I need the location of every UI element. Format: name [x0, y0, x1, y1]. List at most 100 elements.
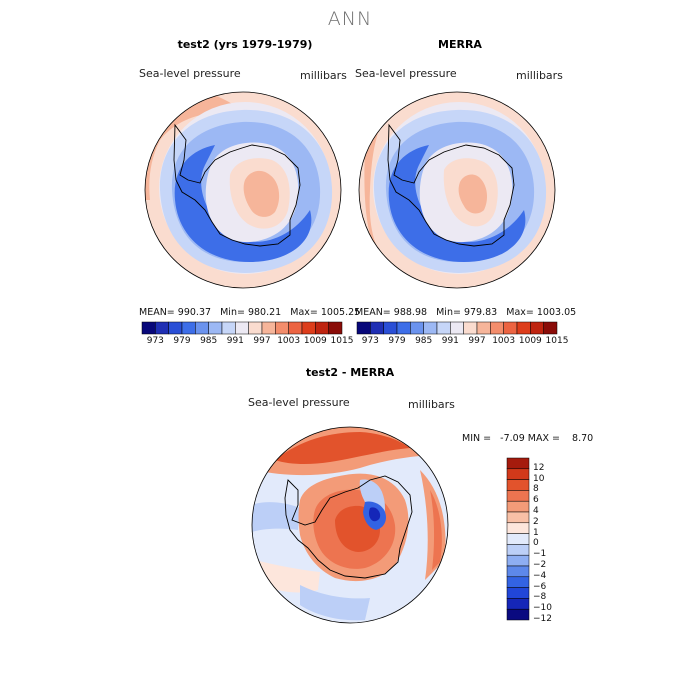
diff-stats: MIN = -7.09 MAX = 8.70 — [462, 433, 594, 444]
colorbar-swatch — [261, 321, 276, 335]
colorbar-tick-label: 997 — [468, 336, 486, 346]
model-variable-label: Sea-level pressure — [139, 67, 241, 80]
colorbar-swatch — [516, 321, 531, 335]
colorbar-tick-label: 1003 — [492, 336, 516, 346]
colorbar-tick-label: 1015 — [545, 336, 569, 346]
model-max: 1005.25 — [320, 307, 361, 318]
colorbar-swatch — [396, 321, 411, 335]
colorbar-swatch — [410, 321, 424, 335]
colorbar-swatch — [383, 321, 398, 335]
colorbar-swatch — [181, 321, 196, 335]
colorbar-swatch — [506, 576, 530, 588]
colorbar-tick-label: 1009 — [518, 336, 542, 346]
obs-map-frame — [358, 91, 556, 289]
diff-units-label: millibars — [408, 398, 455, 411]
colorbar-swatch — [543, 321, 558, 335]
obs-max: 1003.05 — [536, 307, 577, 318]
obs-variable-label: Sea-level pressure — [355, 67, 457, 80]
colorbar-swatch — [506, 544, 530, 556]
colorbar-swatch — [301, 321, 316, 335]
colorbar-swatch — [356, 321, 371, 335]
obs-mean: 988.98 — [393, 307, 428, 318]
colorbar-swatch — [506, 500, 530, 513]
colorbar-swatch — [506, 565, 530, 578]
colorbar-tick-label: 979 — [173, 336, 191, 346]
diff-max: 8.70 — [572, 433, 594, 444]
diff-min: -7.09 — [500, 433, 525, 444]
colorbar-swatch — [328, 321, 343, 335]
colorbar-swatch — [288, 321, 303, 335]
colorbar-tick-label: −6 — [533, 581, 547, 592]
diff-map — [252, 427, 448, 623]
obs-colorbar — [356, 321, 558, 335]
colorbar-swatch — [506, 608, 530, 621]
obs-stats: MEAN= 988.98 Min= 979.83 Max= 1003.05 — [355, 307, 577, 318]
colorbar-tick-label: 2 — [533, 516, 539, 527]
model-colorbar — [141, 321, 343, 335]
colorbar-swatch — [436, 321, 451, 335]
colorbar-swatch — [155, 321, 169, 335]
colorbar-swatch — [530, 321, 544, 335]
colorbar-swatch — [506, 490, 530, 502]
colorbar-swatch — [168, 321, 183, 335]
obs-min: 979.83 — [463, 307, 498, 318]
colorbar-tick-label: 1003 — [277, 336, 301, 346]
colorbar-swatch — [506, 468, 530, 480]
colorbar-tick-label: 0 — [533, 538, 539, 549]
obs-units-label: millibars — [516, 69, 563, 82]
colorbar-swatch — [275, 321, 289, 335]
colorbar-swatch — [503, 321, 518, 335]
colorbar-tick-label: 991 — [441, 336, 459, 346]
colorbar-tick-label: −8 — [533, 592, 547, 603]
colorbar-swatch — [195, 321, 209, 335]
diff-colorbar — [506, 457, 530, 621]
colorbar-swatch — [208, 321, 223, 335]
model-mean: 990.37 — [177, 307, 212, 318]
colorbar-tick-label: −4 — [533, 570, 547, 581]
colorbar-tick-label: 12 — [533, 462, 545, 473]
colorbar-swatch — [423, 321, 438, 335]
colorbar-tick-label: −1 — [533, 549, 547, 560]
model-units-label: millibars — [300, 69, 347, 82]
colorbar-swatch — [506, 522, 530, 534]
colorbar-tick-label: 991 — [226, 336, 244, 346]
obs-panel-title: MERRA — [438, 38, 482, 51]
colorbar-swatch — [141, 321, 156, 335]
colorbar-swatch — [506, 479, 530, 491]
colorbar-swatch — [506, 533, 530, 545]
colorbar-swatch — [315, 321, 329, 335]
model-stats: MEAN= 990.37 Min= 980.21 Max= 1005.25 — [139, 307, 361, 318]
figure-title: ANN — [327, 8, 373, 30]
colorbar-tick-label: 6 — [533, 495, 539, 506]
colorbar-swatch — [506, 587, 530, 599]
colorbar-tick-label: 1015 — [330, 336, 354, 346]
colorbar-tick-label: 4 — [533, 506, 539, 516]
colorbar-tick-label: −12 — [533, 614, 552, 624]
colorbar-tick-label: 10 — [533, 473, 545, 484]
model-panel-title: test2 (yrs 1979-1979) — [177, 38, 313, 51]
diff-map-frame — [251, 426, 449, 624]
colorbar-swatch — [248, 321, 263, 335]
colorbar-tick-label: 973 — [361, 336, 379, 346]
colorbar-tick-label: 1009 — [303, 336, 327, 346]
colorbar-tick-label: 8 — [533, 484, 539, 495]
colorbar-swatch — [506, 511, 530, 524]
colorbar-tick-label: 973 — [146, 336, 164, 346]
colorbar-swatch — [476, 321, 491, 335]
colorbar-swatch — [506, 554, 530, 567]
colorbar-swatch — [235, 321, 249, 335]
colorbar-swatch — [506, 598, 530, 610]
colorbar-tick-label: 997 — [253, 336, 271, 346]
colorbar-swatch — [450, 321, 464, 335]
diff-variable-label: Sea-level pressure — [248, 396, 350, 409]
diff-panel-title: test2 - MERRA — [305, 366, 395, 379]
colorbar-swatch — [221, 321, 236, 335]
model-min: 980.21 — [247, 307, 282, 318]
colorbar-tick-label: −10 — [533, 603, 552, 614]
colorbar-tick-label: 985 — [200, 336, 218, 346]
colorbar-tick-label: 1 — [533, 527, 539, 538]
colorbar-swatch — [506, 457, 530, 470]
colorbar-swatch — [490, 321, 504, 335]
model-map — [145, 92, 341, 288]
